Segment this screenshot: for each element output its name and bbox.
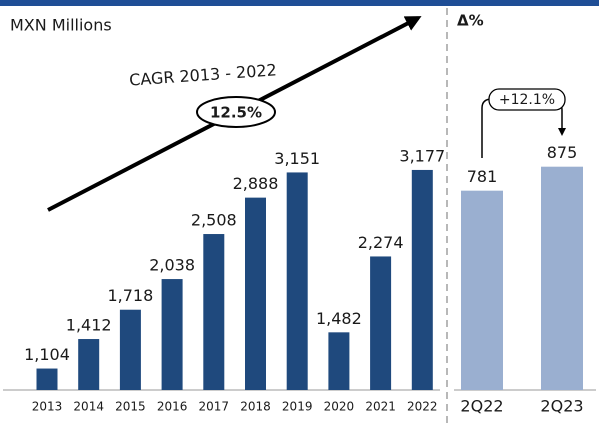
x-tick-label: 2018	[240, 400, 271, 414]
x-tick-label: 2Q23	[540, 397, 583, 416]
x-tick-label: 2Q22	[460, 397, 503, 416]
x-tick-label: 2021	[365, 400, 396, 414]
bar	[36, 368, 58, 390]
growth-label: +12.1%	[499, 92, 555, 108]
bar	[203, 234, 225, 390]
value-label: 875	[547, 143, 578, 162]
x-tick-label: 2016	[157, 400, 188, 414]
cagr-value: 12.5%	[210, 104, 262, 122]
top-rule	[0, 0, 599, 6]
delta-header: Δ%	[457, 12, 484, 30]
x-tick-label: 2014	[73, 400, 104, 414]
x-tick-label: 2019	[282, 400, 313, 414]
x-tick-label: 2017	[199, 400, 230, 414]
bar	[161, 279, 183, 390]
value-label: 1,104	[24, 345, 70, 364]
bar	[370, 256, 392, 390]
units-title: MXN Millions	[10, 16, 112, 35]
bar	[78, 339, 100, 390]
value-label: 1,718	[107, 286, 153, 305]
value-label: 2,508	[191, 211, 237, 230]
x-tick-label: 2015	[115, 400, 146, 414]
value-label: 1,412	[66, 316, 112, 335]
value-label: 2,274	[358, 233, 404, 252]
value-label: 781	[467, 167, 498, 186]
bar	[411, 169, 433, 390]
growth-connector	[481, 98, 493, 158]
x-tick-label: 2020	[324, 400, 355, 414]
value-label: 3,177	[399, 146, 445, 165]
value-label: 1,482	[316, 309, 362, 328]
bar	[245, 197, 266, 390]
cagr-oval	[196, 96, 276, 128]
bar	[286, 172, 308, 390]
bar	[119, 309, 141, 390]
x-tick-label: 2013	[32, 400, 63, 414]
x-tick-label: 2022	[407, 400, 438, 414]
value-label: 3,151	[274, 149, 320, 168]
bar	[461, 190, 503, 390]
bar	[541, 166, 583, 390]
cagr-label: CAGR 2013 - 2022	[129, 60, 278, 89]
value-label: 2,038	[149, 256, 195, 275]
value-label: 2,888	[233, 174, 279, 193]
growth-box	[488, 88, 566, 111]
bar	[328, 332, 350, 390]
